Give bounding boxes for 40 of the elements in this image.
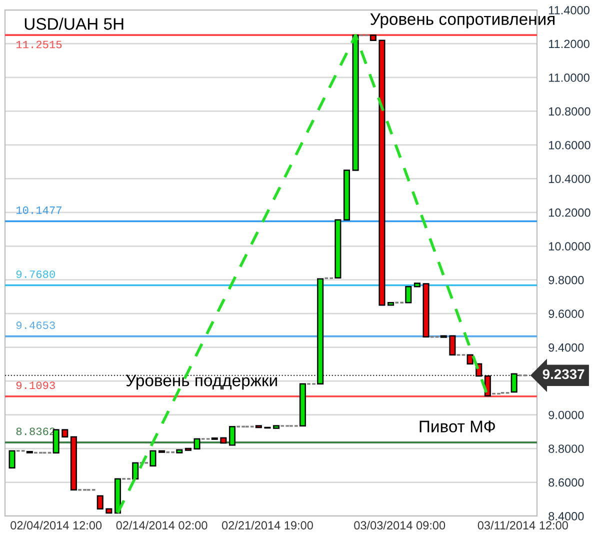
y-tick-label: 11.4000 [549, 6, 590, 14]
candlestick [510, 373, 518, 393]
candlestick [132, 462, 139, 480]
y-tick-label: 10.4000 [549, 174, 590, 184]
y-tick-label: 9.4000 [548, 343, 584, 352]
y-tick-label: 9.6000 [548, 310, 584, 318]
y-tick-label: 10.2000 [549, 208, 590, 217]
x-tick-label: 03/11/2014 12:00 [478, 520, 568, 530]
ref-line-label: 9.4653 [16, 322, 55, 330]
annotation: Уровень сопротивления [370, 13, 554, 28]
y-tick-label: 9.8000 [548, 276, 584, 284]
candlestick [8, 450, 16, 469]
candlestick [150, 450, 156, 467]
ref-line-label: 10.1477 [16, 206, 62, 214]
x-tick-label: 02/04/2014 12:00 [10, 520, 102, 530]
y-tick-label: 8.6000 [548, 478, 584, 487]
candlestick [194, 438, 200, 450]
ref-line-label: 11.2515 [16, 40, 62, 48]
ref-line-label: 9.1093 [16, 382, 55, 390]
candlestick [228, 426, 236, 446]
candlestick [484, 375, 491, 397]
y-tick-label: 11.0000 [549, 74, 590, 82]
candlestick [96, 495, 104, 510]
ref-line-label: 9.2337 [542, 369, 584, 380]
y-tick-label: 11.2000 [549, 40, 590, 48]
x-tick-label: 02/14/2014 02:00 [116, 520, 208, 530]
x-tick-label: 02/21/2014 19:00 [222, 520, 313, 530]
annotation: Пивот МФ [420, 420, 495, 432]
annotation: Уровень поддержки [126, 374, 277, 390]
y-tick-label: 9.0000 [548, 410, 584, 420]
chart-title: USD/UAH 5H [24, 18, 124, 30]
y-tick-label: 8.8000 [548, 444, 584, 453]
candlestick [449, 335, 456, 356]
candlestick [405, 286, 412, 304]
ref-line-label: 9.7680 [16, 270, 55, 278]
y-tick-label: 10.0000 [549, 242, 590, 251]
y-tick-label: 10.6000 [549, 140, 590, 150]
y-tick-label: 8.4000 [548, 512, 584, 520]
y-tick-label: 10.8000 [549, 107, 590, 116]
x-tick-label: 03/03/2014 09:00 [354, 520, 446, 530]
